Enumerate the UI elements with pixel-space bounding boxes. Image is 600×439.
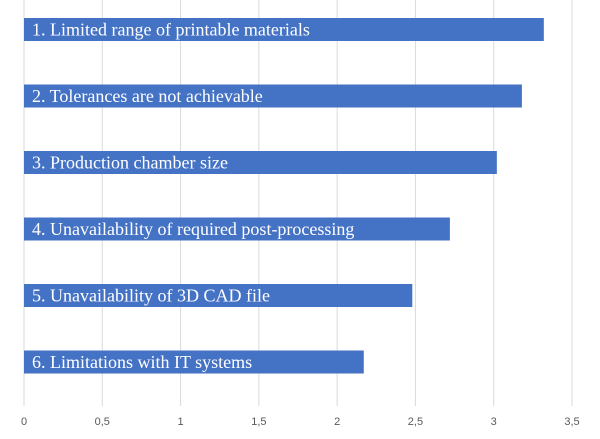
x-gridlines xyxy=(23,0,573,406)
x-tick-label: 1 xyxy=(178,416,184,428)
x-tick-label: 2,5 xyxy=(408,416,423,428)
bar xyxy=(24,350,364,374)
bar xyxy=(24,151,497,174)
x-tick-label: 1,5 xyxy=(251,416,266,428)
x-tick-label: 3,5 xyxy=(564,416,579,428)
bar-label: 6. Limitations with IT systems xyxy=(32,352,252,372)
x-tick-label: 0,5 xyxy=(95,416,110,428)
bar-label: 1. Limited range of printable materials xyxy=(32,20,310,40)
bar xyxy=(24,84,522,108)
bar-label: 4. Unavailability of required post-proce… xyxy=(32,219,354,239)
bar-labels-group: 1. Limited range of printable materials 2… xyxy=(32,20,354,373)
bar-label: 2. Tolerances are not achievable xyxy=(32,86,263,106)
bars-group xyxy=(24,18,544,374)
x-tick-label: 0 xyxy=(21,416,27,428)
bar xyxy=(24,18,544,41)
x-tick-label: 2 xyxy=(334,416,340,428)
bar-label: 3. Production chamber size xyxy=(32,153,228,173)
x-tick-labels: 0 0,5 1 1,5 2 2,5 3 3,5 xyxy=(21,416,580,428)
bar xyxy=(24,217,450,241)
x-tick-label: 3 xyxy=(491,416,497,428)
bar-label: 5. Unavailability of 3D CAD file xyxy=(32,286,270,306)
bar xyxy=(24,284,413,307)
